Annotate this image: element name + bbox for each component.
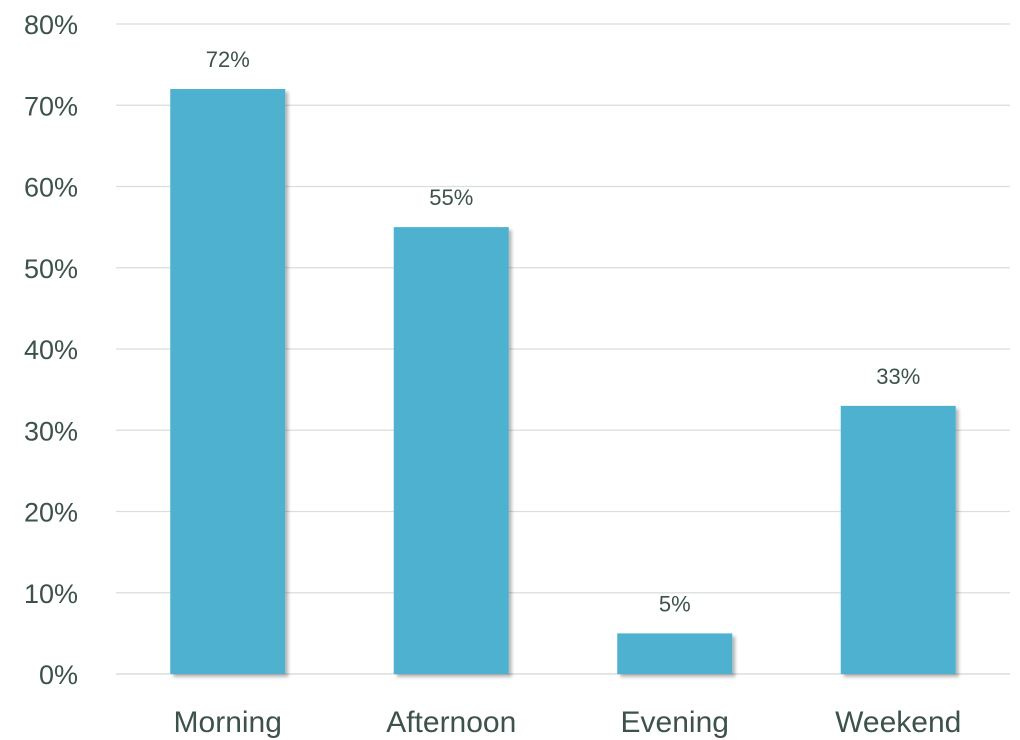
data-label: 55% [429,185,473,210]
y-tick-label: 50% [24,254,78,284]
x-axis-labels: Morning Afternoon Evening Weekend [174,706,962,739]
bar-afternoon [393,227,509,674]
bars [170,89,956,674]
y-axis-ticks: 0% 10% 20% 30% 40% 50% 60% 70% 80% [24,10,78,690]
y-tick-label: 60% [24,173,78,203]
data-label: 33% [876,364,920,389]
y-tick-label: 0% [39,660,78,690]
x-tick-label: Weekend [835,706,961,739]
y-tick-label: 30% [24,416,78,446]
y-tick-label: 70% [24,91,78,121]
data-label: 72% [206,47,250,72]
y-tick-label: 40% [24,335,78,365]
data-labels: 72% 55% 5% 33% [206,47,921,616]
y-tick-label: 10% [24,579,78,609]
bar-weekend [840,405,956,674]
y-tick-label: 20% [24,498,78,528]
data-label: 5% [659,591,691,616]
x-tick-label: Afternoon [386,706,516,739]
x-tick-label: Evening [621,706,729,739]
bar-morning [170,89,286,674]
y-tick-label: 80% [24,10,78,40]
bar-evening [617,633,733,674]
x-tick-label: Morning [174,706,282,739]
